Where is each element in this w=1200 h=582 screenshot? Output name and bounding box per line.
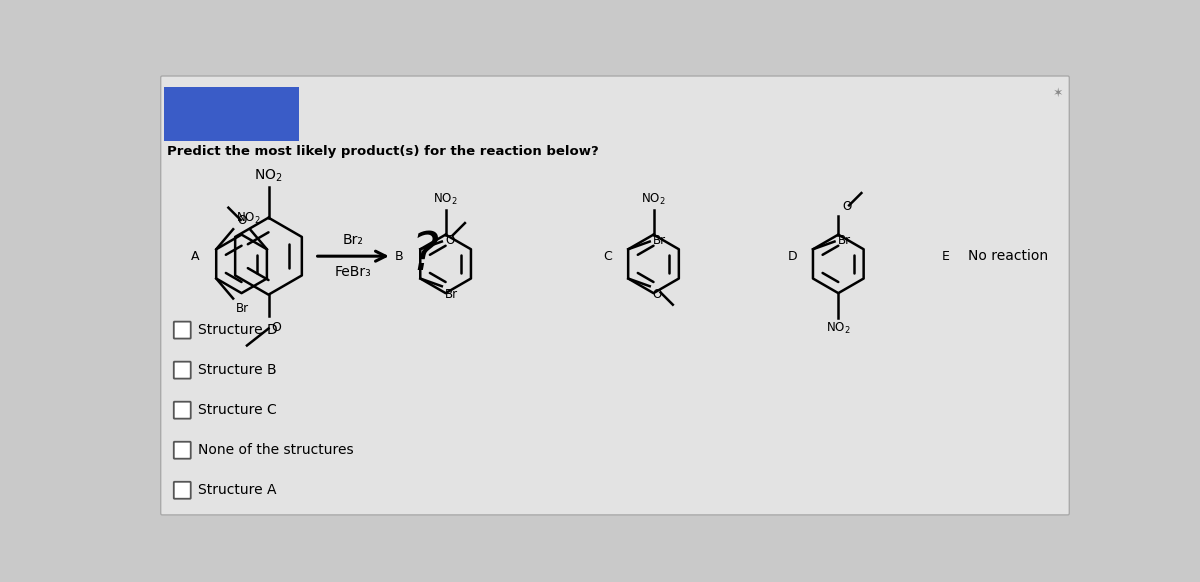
Text: O: O bbox=[271, 321, 282, 334]
FancyBboxPatch shape bbox=[174, 361, 191, 379]
Text: Structure B: Structure B bbox=[198, 363, 276, 377]
Bar bbox=[163, 87, 299, 141]
Text: O: O bbox=[653, 288, 662, 301]
Text: E: E bbox=[942, 250, 950, 262]
Text: O: O bbox=[842, 200, 852, 213]
Text: No reaction: No reaction bbox=[967, 249, 1048, 263]
Text: O: O bbox=[238, 214, 247, 227]
Text: D: D bbox=[787, 250, 797, 262]
Text: Br: Br bbox=[838, 235, 851, 247]
Text: Br: Br bbox=[445, 288, 458, 301]
Text: Structure D: Structure D bbox=[198, 323, 277, 337]
FancyBboxPatch shape bbox=[174, 442, 191, 459]
Text: C: C bbox=[602, 250, 612, 262]
Text: NO$_2$: NO$_2$ bbox=[433, 192, 458, 207]
Text: NO$_2$: NO$_2$ bbox=[254, 168, 283, 184]
Text: Br: Br bbox=[653, 235, 666, 247]
FancyBboxPatch shape bbox=[174, 402, 191, 418]
Text: NO$_2$: NO$_2$ bbox=[236, 211, 260, 226]
FancyBboxPatch shape bbox=[161, 76, 1069, 515]
Text: FeBr₃: FeBr₃ bbox=[335, 265, 372, 279]
Text: A: A bbox=[191, 250, 199, 262]
Text: ?: ? bbox=[410, 229, 439, 281]
Text: Structure C: Structure C bbox=[198, 403, 276, 417]
Text: B: B bbox=[395, 250, 403, 262]
Text: NO$_2$: NO$_2$ bbox=[641, 192, 666, 207]
Text: Predict the most likely product(s) for the reaction below?: Predict the most likely product(s) for t… bbox=[167, 144, 599, 158]
Text: Br₂: Br₂ bbox=[343, 233, 364, 247]
Text: O: O bbox=[445, 235, 454, 247]
FancyBboxPatch shape bbox=[174, 322, 191, 339]
Text: Br: Br bbox=[236, 301, 250, 315]
Text: ✶: ✶ bbox=[1052, 87, 1063, 100]
Text: Structure A: Structure A bbox=[198, 483, 276, 497]
Text: NO$_2$: NO$_2$ bbox=[826, 321, 851, 336]
Text: None of the structures: None of the structures bbox=[198, 443, 353, 457]
FancyBboxPatch shape bbox=[174, 482, 191, 499]
